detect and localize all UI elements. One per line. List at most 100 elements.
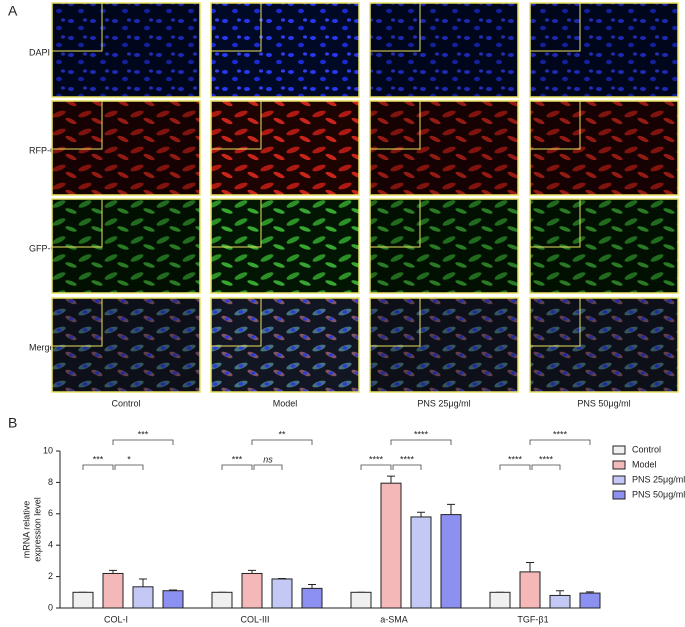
micrograph-shade xyxy=(52,3,200,97)
x-tick-label: COL-III xyxy=(240,614,269,624)
bracket xyxy=(251,439,313,445)
bar xyxy=(162,590,184,609)
significance: **** xyxy=(414,429,429,439)
inset xyxy=(529,297,581,347)
bar xyxy=(489,591,511,609)
bracket xyxy=(221,464,253,470)
legend-swatch xyxy=(612,460,626,470)
x-tick-label: TGF-β1 xyxy=(517,614,548,624)
error-bar xyxy=(447,503,455,515)
bracket xyxy=(531,464,561,470)
inset xyxy=(529,2,581,52)
error-bar xyxy=(248,569,256,574)
inset xyxy=(529,100,581,150)
bar xyxy=(211,591,233,609)
micrograph-shade xyxy=(211,3,359,97)
row-label: Merge xyxy=(29,342,55,352)
bar xyxy=(102,572,124,609)
column-label: Control xyxy=(111,398,140,408)
legend-label: PNS 50μg/ml xyxy=(632,489,685,499)
error-bar xyxy=(308,583,316,589)
micrograph-shade xyxy=(211,101,359,195)
micrograph xyxy=(370,199,518,293)
inset xyxy=(210,198,262,248)
error-bar xyxy=(556,590,564,596)
column-label: PNS 50μg/ml xyxy=(577,398,630,408)
micrograph-shade xyxy=(530,298,678,392)
inset xyxy=(210,100,262,150)
panel-label: B xyxy=(8,415,17,431)
micrograph xyxy=(530,3,678,97)
legend-label: PNS 25μg/ml xyxy=(632,474,685,484)
row-label: DAPI xyxy=(29,47,50,57)
bar xyxy=(519,571,541,609)
bar xyxy=(132,586,154,609)
inset xyxy=(210,2,262,52)
error-bar xyxy=(387,475,395,484)
panel-label: A xyxy=(8,3,18,19)
legend-swatch xyxy=(612,475,626,485)
bracket xyxy=(390,439,452,445)
micrograph-shade xyxy=(530,199,678,293)
legend-label: Model xyxy=(632,459,657,469)
significance: **** xyxy=(369,454,384,464)
micrograph xyxy=(370,3,518,97)
micrograph xyxy=(211,298,359,392)
inset xyxy=(529,198,581,248)
y-tick-label: 6 xyxy=(48,508,53,518)
bar xyxy=(301,587,323,609)
error-bar xyxy=(109,569,117,574)
bar xyxy=(72,591,94,609)
x-tick-label: COL-I xyxy=(104,614,128,624)
inset xyxy=(51,2,103,52)
significance: * xyxy=(127,454,131,464)
bar xyxy=(549,594,571,609)
micrograph-shade xyxy=(370,101,518,195)
micrograph xyxy=(52,3,200,97)
micrograph xyxy=(530,101,678,195)
significance: *** xyxy=(232,454,243,464)
micrograph-shade xyxy=(52,298,200,392)
inset xyxy=(369,297,421,347)
column-label: Model xyxy=(273,398,298,408)
bracket xyxy=(392,464,422,470)
micrograph-shade xyxy=(530,3,678,97)
micrograph xyxy=(370,298,518,392)
micrograph-shade xyxy=(370,298,518,392)
inset xyxy=(369,100,421,150)
micrograph-shade xyxy=(370,3,518,97)
error-bar xyxy=(417,511,425,517)
micrograph xyxy=(530,199,678,293)
inset xyxy=(51,297,103,347)
micrograph xyxy=(52,199,200,293)
y-tick-label: 10 xyxy=(43,445,53,455)
micrograph-shade xyxy=(370,199,518,293)
micrograph-shade xyxy=(530,101,678,195)
y-tick-label: 4 xyxy=(48,540,53,550)
y-axis-label: expression level xyxy=(32,497,42,562)
legend-swatch xyxy=(612,490,626,500)
bar xyxy=(350,591,372,609)
micrograph xyxy=(211,101,359,195)
bar xyxy=(271,578,293,609)
inset xyxy=(51,100,103,150)
significance: **** xyxy=(508,454,523,464)
y-axis-label: mRNA relative xyxy=(21,501,31,559)
bracket xyxy=(360,464,392,470)
micrograph-shade xyxy=(52,199,200,293)
bar xyxy=(410,516,432,609)
inset xyxy=(51,198,103,248)
y-tick-label: 0 xyxy=(48,602,53,612)
significance: **** xyxy=(553,429,568,439)
bar xyxy=(440,514,462,609)
significance: ns xyxy=(263,454,273,464)
micrograph-shade xyxy=(52,101,200,195)
legend-swatch xyxy=(612,445,626,455)
bar xyxy=(579,592,601,609)
bracket xyxy=(253,464,283,470)
micrograph xyxy=(370,101,518,195)
micrograph xyxy=(530,298,678,392)
bracket xyxy=(82,464,114,470)
micrograph-shade xyxy=(211,298,359,392)
